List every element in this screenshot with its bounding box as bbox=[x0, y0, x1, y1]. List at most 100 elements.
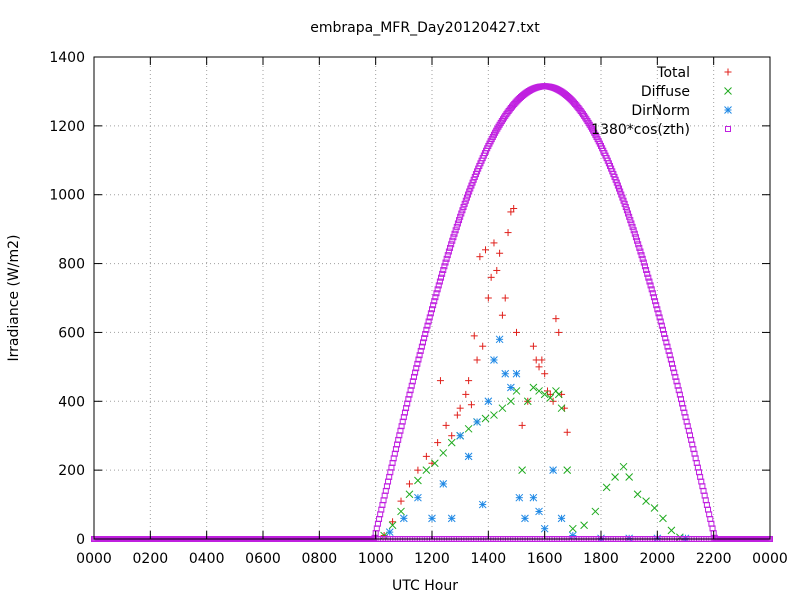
x-tick-label: 1200 bbox=[414, 551, 450, 567]
data-point bbox=[518, 466, 526, 474]
data-point bbox=[504, 229, 512, 237]
data-point bbox=[631, 230, 638, 237]
x-axis-label: UTC Hour bbox=[392, 578, 458, 594]
data-point bbox=[415, 356, 422, 363]
data-point bbox=[671, 369, 678, 376]
data-point bbox=[523, 397, 532, 406]
data-point bbox=[512, 387, 521, 395]
data-point bbox=[440, 267, 447, 274]
data-point bbox=[650, 294, 657, 301]
data-point bbox=[476, 253, 484, 261]
data-point bbox=[427, 310, 434, 317]
data-point bbox=[413, 365, 420, 372]
data-point bbox=[429, 306, 435, 313]
data-point bbox=[667, 356, 674, 363]
data-point bbox=[679, 400, 686, 407]
data-point bbox=[460, 204, 467, 211]
legend-marker bbox=[724, 87, 732, 95]
data-point bbox=[473, 418, 481, 426]
x-tick-label: 0400 bbox=[189, 551, 225, 567]
data-point bbox=[435, 282, 442, 289]
data-point bbox=[447, 438, 456, 447]
data-point bbox=[389, 518, 397, 526]
legend-marker bbox=[724, 68, 732, 76]
data-point bbox=[473, 356, 481, 364]
data-point bbox=[676, 391, 683, 398]
data-point bbox=[432, 294, 439, 301]
data-point bbox=[442, 421, 450, 429]
data-point bbox=[452, 227, 459, 234]
data-point bbox=[649, 290, 656, 297]
data-point bbox=[641, 263, 648, 270]
plot-area bbox=[91, 83, 773, 543]
legend-label: Diffuse bbox=[641, 84, 690, 100]
y-tick-label: 800 bbox=[58, 257, 85, 273]
data-point bbox=[465, 191, 472, 198]
data-point bbox=[668, 360, 675, 367]
data-point bbox=[422, 452, 430, 460]
data-point bbox=[628, 220, 635, 227]
y-tick-label: 400 bbox=[58, 394, 85, 410]
data-point bbox=[637, 248, 644, 255]
data-point bbox=[490, 239, 498, 247]
data-point bbox=[388, 521, 397, 530]
data-point bbox=[513, 328, 520, 336]
legend-marker bbox=[725, 126, 731, 132]
data-point bbox=[397, 507, 405, 516]
data-point bbox=[439, 480, 448, 488]
data-point bbox=[518, 421, 526, 429]
data-point bbox=[487, 273, 495, 281]
data-point bbox=[665, 347, 672, 354]
data-point bbox=[385, 528, 394, 536]
y-tick-label: 200 bbox=[58, 463, 85, 479]
data-point bbox=[495, 335, 504, 344]
data-point bbox=[451, 230, 458, 237]
data-point bbox=[625, 210, 632, 217]
data-point bbox=[493, 266, 501, 274]
data-point bbox=[414, 360, 421, 367]
data-point bbox=[449, 237, 456, 244]
data-point bbox=[655, 310, 662, 317]
data-point bbox=[618, 191, 625, 198]
data-point bbox=[552, 315, 560, 323]
data-point bbox=[557, 514, 566, 523]
data-point bbox=[666, 352, 673, 359]
data-point bbox=[482, 246, 490, 254]
data-point bbox=[563, 428, 571, 436]
data-point bbox=[591, 507, 600, 516]
data-point bbox=[622, 204, 629, 211]
data-point bbox=[464, 424, 473, 433]
data-point bbox=[456, 431, 465, 440]
data-point bbox=[426, 314, 433, 321]
data-point bbox=[670, 365, 677, 372]
data-point bbox=[436, 278, 443, 285]
data-point bbox=[490, 411, 498, 419]
data-point bbox=[535, 363, 543, 371]
data-point bbox=[407, 387, 414, 394]
y-tick-label: 600 bbox=[58, 325, 85, 341]
data-point bbox=[501, 369, 510, 378]
data-point bbox=[438, 274, 445, 281]
data-point bbox=[414, 476, 422, 485]
data-point bbox=[470, 332, 478, 340]
data-point bbox=[642, 497, 650, 505]
data-point bbox=[580, 521, 588, 530]
y-tick-label: 0 bbox=[76, 532, 85, 548]
data-point bbox=[549, 466, 557, 474]
data-point bbox=[456, 217, 463, 224]
data-point bbox=[639, 255, 646, 262]
data-point bbox=[626, 213, 633, 220]
data-point bbox=[554, 390, 563, 399]
data-point bbox=[459, 207, 466, 214]
data-point bbox=[456, 404, 464, 412]
data-point bbox=[538, 356, 546, 364]
data-point bbox=[568, 524, 577, 533]
series-0 bbox=[380, 204, 571, 540]
data-point bbox=[414, 466, 422, 474]
data-point bbox=[416, 352, 423, 359]
data-point bbox=[421, 335, 428, 342]
data-point bbox=[406, 391, 413, 398]
data-point bbox=[479, 342, 487, 350]
data-point bbox=[654, 306, 661, 313]
